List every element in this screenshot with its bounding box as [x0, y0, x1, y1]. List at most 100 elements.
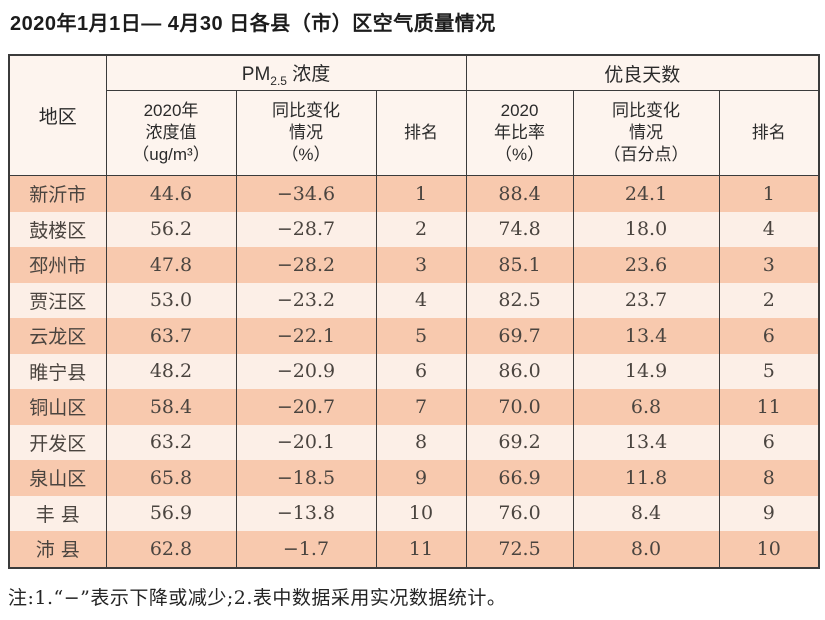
- cell-pm-change: −22.1: [235, 318, 377, 354]
- table-row: 贾汪区 53.0 −23.2 4 82.5 23.7 2: [8, 282, 820, 318]
- cell-region: 邳州市: [8, 247, 107, 283]
- cell-days-rate: 72.5: [465, 531, 574, 568]
- cell-region: 沛 县: [8, 531, 107, 568]
- cell-pm-change: −13.8: [235, 495, 377, 531]
- cell-pm-rank: 8: [375, 424, 467, 460]
- table-header-sub-row: 2020年 浓度值 （ug/m³） 同比变化 情况 （%） 排名 2020 年比…: [9, 90, 820, 176]
- cell-days-change: 23.6: [572, 247, 720, 283]
- cell-pm-value: 65.8: [105, 460, 237, 496]
- cell-days-change: 24.1: [572, 175, 720, 212]
- cell-days-change: 6.8: [572, 389, 720, 425]
- cell-region: 泉山区: [8, 460, 107, 496]
- cell-pm-change: −28.2: [235, 247, 377, 283]
- pm25-label-rest: 浓度: [286, 63, 331, 85]
- cell-pm-rank: 5: [375, 318, 467, 354]
- cell-days-rank: 6: [718, 318, 820, 354]
- cell-days-rate: 76.0: [465, 495, 574, 531]
- cell-pm-rank: 4: [375, 282, 467, 318]
- cell-days-rate: 66.9: [465, 460, 574, 496]
- group-header-good-days: 优良天数: [465, 54, 820, 91]
- table-body: 新沂市 44.6 −34.6 1 88.4 24.1 1 鼓楼区 56.2 −2…: [8, 175, 820, 568]
- table-header: 地区 PM2.5 浓度 优良天数 2020年 浓度值 （ug/m³） 同比变化 …: [8, 54, 820, 176]
- cell-pm-value: 63.7: [105, 318, 237, 354]
- cell-days-rate: 86.0: [465, 353, 574, 389]
- col-header-pm-value: 2020年 浓度值 （ug/m³）: [105, 90, 237, 176]
- cell-days-rate: 69.7: [465, 318, 574, 354]
- cell-days-rank: 6: [718, 424, 820, 460]
- pm25-label-subscript: 2.5: [270, 73, 287, 88]
- cell-pm-rank: 7: [375, 389, 467, 425]
- cell-pm-value: 47.8: [105, 247, 237, 283]
- cell-pm-change: −23.2: [235, 282, 377, 318]
- cell-pm-rank: 1: [375, 175, 467, 212]
- cell-region: 铜山区: [8, 389, 107, 425]
- cell-days-rate: 82.5: [465, 282, 574, 318]
- cell-days-rank: 2: [718, 282, 820, 318]
- cell-days-change: 8.4: [572, 495, 720, 531]
- cell-pm-value: 62.8: [105, 531, 237, 568]
- cell-days-change: 13.4: [572, 318, 720, 354]
- cell-days-change: 18.0: [572, 211, 720, 247]
- table-row: 泉山区 65.8 −18.5 9 66.9 11.8 8: [8, 460, 820, 496]
- cell-pm-value: 58.4: [105, 389, 237, 425]
- cell-pm-change: −20.7: [235, 389, 377, 425]
- table-header-group-row: 地区 PM2.5 浓度 优良天数: [8, 54, 820, 176]
- cell-pm-value: 56.2: [105, 211, 237, 247]
- cell-days-change: 8.0: [572, 531, 720, 568]
- table-row: 新沂市 44.6 −34.6 1 88.4 24.1 1: [8, 175, 820, 212]
- table-row: 开发区 63.2 −20.1 8 69.2 13.4 6: [8, 424, 820, 460]
- cell-pm-value: 44.6: [105, 175, 237, 212]
- cell-days-rank: 9: [718, 495, 820, 531]
- table-row: 云龙区 63.7 −22.1 5 69.7 13.4 6: [8, 318, 820, 354]
- col-header-days-rate: 2020 年比率 （%）: [465, 90, 574, 176]
- table-row: 睢宁县 48.2 −20.9 6 86.0 14.9 5: [8, 353, 820, 389]
- cell-region: 睢宁县: [8, 353, 107, 389]
- cell-days-rank: 5: [718, 353, 820, 389]
- cell-days-rank: 1: [718, 175, 820, 212]
- table-row: 丰 县 56.9 −13.8 10 76.0 8.4 9: [8, 495, 820, 531]
- col-header-region: 地区: [8, 54, 107, 176]
- cell-pm-change: −18.5: [235, 460, 377, 496]
- cell-pm-value: 63.2: [105, 424, 237, 460]
- cell-days-rank: 3: [718, 247, 820, 283]
- cell-days-rank: 8: [718, 460, 820, 496]
- cell-pm-change: −20.9: [235, 353, 377, 389]
- table-row: 邳州市 47.8 −28.2 3 85.1 23.6 3: [8, 247, 820, 283]
- cell-pm-change: −28.7: [235, 211, 377, 247]
- cell-pm-change: −1.7: [235, 531, 377, 568]
- table-row: 鼓楼区 56.2 −28.7 2 74.8 18.0 4: [8, 211, 820, 247]
- cell-region: 开发区: [8, 424, 107, 460]
- cell-days-rate: 88.4: [465, 175, 574, 212]
- cell-days-rate: 85.1: [465, 247, 574, 283]
- cell-pm-rank: 9: [375, 460, 467, 496]
- air-quality-table: 地区 PM2.5 浓度 优良天数 2020年 浓度值 （ug/m³） 同比变化 …: [8, 54, 821, 569]
- col-header-days-change: 同比变化 情况 （百分点）: [572, 90, 720, 176]
- cell-days-rate: 69.2: [465, 424, 574, 460]
- group-header-pm25: PM2.5 浓度: [105, 54, 467, 91]
- cell-days-rank: 11: [718, 389, 820, 425]
- pm25-label-main: PM: [241, 63, 271, 85]
- cell-days-change: 23.7: [572, 282, 720, 318]
- col-header-pm-rank: 排名: [375, 90, 467, 176]
- cell-days-rank: 10: [718, 531, 820, 568]
- cell-region: 鼓楼区: [8, 211, 107, 247]
- cell-days-change: 13.4: [572, 424, 720, 460]
- cell-pm-value: 48.2: [105, 353, 237, 389]
- cell-days-rate: 74.8: [465, 211, 574, 247]
- cell-days-rank: 4: [718, 211, 820, 247]
- cell-pm-rank: 2: [375, 211, 467, 247]
- cell-pm-change: −20.1: [235, 424, 377, 460]
- cell-days-change: 14.9: [572, 353, 720, 389]
- cell-days-change: 11.8: [572, 460, 720, 496]
- cell-pm-rank: 11: [375, 531, 467, 568]
- cell-region: 丰 县: [8, 495, 107, 531]
- cell-region: 云龙区: [8, 318, 107, 354]
- col-header-days-rank: 排名: [718, 90, 820, 176]
- page-title: 2020年1月1日— 4月30 日各县（市）区空气质量情况: [10, 13, 496, 35]
- table-row: 铜山区 58.4 −20.7 7 70.0 6.8 11: [8, 389, 820, 425]
- cell-region: 贾汪区: [8, 282, 107, 318]
- cell-pm-change: −34.6: [235, 175, 377, 212]
- table-row: 沛 县 62.8 −1.7 11 72.5 8.0 10: [8, 531, 820, 568]
- cell-pm-value: 56.9: [105, 495, 237, 531]
